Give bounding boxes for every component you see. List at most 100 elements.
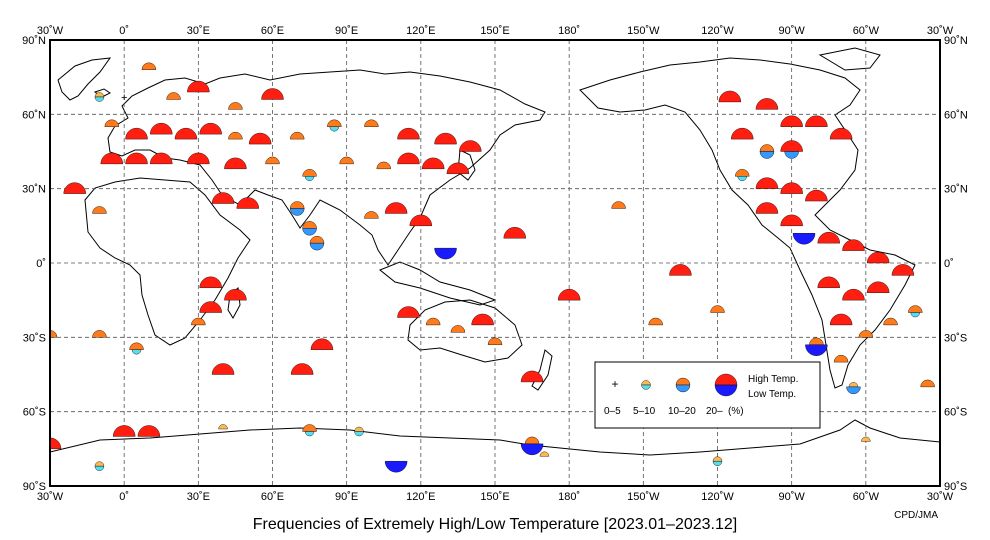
lat-tick-label: 30˚N <box>22 184 46 196</box>
station-marker-high <box>829 313 853 326</box>
legend-marker-low <box>675 384 691 393</box>
station-marker-high <box>780 214 803 227</box>
station-marker-high <box>228 102 243 110</box>
station-marker-high <box>557 289 581 301</box>
station-marker-high <box>191 317 206 326</box>
station-marker-low <box>805 344 828 356</box>
station-marker-high <box>137 425 161 437</box>
station-marker-high <box>755 202 779 214</box>
station-marker-high <box>780 182 803 194</box>
station-marker-high <box>141 62 157 70</box>
station-marker-high <box>150 152 173 165</box>
station-marker-high <box>218 424 228 430</box>
lon-tick-label: 150˚E <box>480 491 509 503</box>
station-marker-high <box>883 317 898 326</box>
station-marker-low <box>384 461 408 473</box>
lon-tick-label: 30˚W <box>927 491 954 503</box>
station-marker-high <box>434 132 457 145</box>
antarctica-outline <box>50 419 940 456</box>
lat-tick-label: 90˚S <box>944 481 967 493</box>
station-marker-high <box>805 189 828 202</box>
station-marker-high <box>833 354 849 363</box>
station-marker-high <box>248 132 272 145</box>
lon-tick-label: 120˚W <box>701 25 734 37</box>
station-marker-high <box>459 140 482 152</box>
station-marker-high <box>364 119 379 127</box>
station-marker-low <box>520 443 544 455</box>
latitude-labels-left: 90˚N 60˚N 30˚N 0˚ 30˚S 60˚S 90˚S <box>22 35 46 493</box>
lon-tick-label: 180˚ <box>558 491 580 503</box>
station-marker-high <box>376 161 391 170</box>
station-marker-low <box>309 242 325 251</box>
station-marker-high <box>805 115 828 127</box>
station-marker-high <box>265 156 280 165</box>
station-marker-high <box>780 140 803 152</box>
station-marker-high <box>487 337 503 345</box>
station-marker-high <box>397 152 420 165</box>
map-title: Frequencies of Extremely High/Low Temper… <box>253 516 737 533</box>
station-marker-high <box>199 276 222 288</box>
lon-tick-label: 30˚E <box>187 491 210 503</box>
station-marker-high <box>327 119 342 127</box>
station-marker-high <box>166 92 181 100</box>
station-marker-low <box>759 151 775 159</box>
station-marker-high <box>236 197 259 209</box>
lon-tick-label: 90˚W <box>779 491 806 503</box>
station-marker-low <box>94 465 105 471</box>
lat-tick-label: 0˚ <box>944 258 954 270</box>
legend-plus-symbol: + <box>611 377 618 391</box>
station-marker-high <box>290 363 314 375</box>
lat-tick-label: 90˚N <box>22 35 46 47</box>
lon-tick-label: 120˚W <box>701 491 734 503</box>
station-marker-high <box>302 424 317 432</box>
station-marker-high <box>755 177 779 189</box>
station-marker-high <box>421 157 445 170</box>
station-marker-high <box>310 338 334 350</box>
station-marker-low <box>737 176 747 181</box>
lon-tick-label: 30˚W <box>37 491 64 503</box>
station-marker-high <box>866 251 890 264</box>
station-marker-high <box>63 182 86 194</box>
lat-tick-label: 30˚S <box>23 332 46 344</box>
lon-tick-label: 30˚W <box>927 25 954 37</box>
station-marker-high <box>339 156 354 165</box>
station-marker-high <box>446 162 470 174</box>
lat-tick-label: 90˚S <box>23 481 46 493</box>
station-marker-high <box>199 301 222 313</box>
station-marker-plus: + <box>121 92 127 104</box>
station-marker-high <box>384 202 408 214</box>
station-marker-low <box>792 233 816 245</box>
credit-label: CPD/JMA <box>894 510 938 521</box>
station-marker-high <box>858 330 874 338</box>
station-marker-high <box>409 214 433 227</box>
legend-marker-high <box>675 377 691 386</box>
station-marker-high <box>471 313 494 326</box>
lat-tick-label: 90˚N <box>944 35 968 47</box>
station-marker-high <box>150 123 173 135</box>
station-marker-high <box>524 436 540 445</box>
station-marker-high <box>611 201 626 209</box>
lat-tick-label: 60˚N <box>22 109 46 121</box>
station-marker-high <box>211 363 235 375</box>
station-marker-high <box>817 276 840 288</box>
station-marker-low <box>94 96 105 102</box>
lon-tick-label: 150˚W <box>627 491 660 503</box>
station-marker-high <box>817 232 840 244</box>
lon-tick-label: 150˚W <box>627 25 660 37</box>
station-marker-high <box>731 127 754 140</box>
africa-outline <box>84 177 251 346</box>
station-marker-high <box>290 131 305 140</box>
station-marker-high <box>648 317 663 326</box>
station-marker-low <box>304 431 315 437</box>
station-marker-high <box>309 235 325 244</box>
lon-tick-label: 30˚E <box>187 25 210 37</box>
legend-symbol-5-10 <box>641 380 651 390</box>
longitude-labels-bottom: 30˚W 0˚ 30˚E 60˚E 90˚E 120˚E 150˚E 180˚ 150˚W 120… <box>37 491 954 503</box>
station-marker-low <box>302 228 317 236</box>
station-marker-high <box>669 264 692 276</box>
station-marker-low <box>846 386 861 395</box>
legend-unit: (%) <box>728 406 744 417</box>
station-marker-high <box>520 370 544 383</box>
station-marker-high <box>718 90 742 103</box>
station-marker-low <box>290 208 305 216</box>
